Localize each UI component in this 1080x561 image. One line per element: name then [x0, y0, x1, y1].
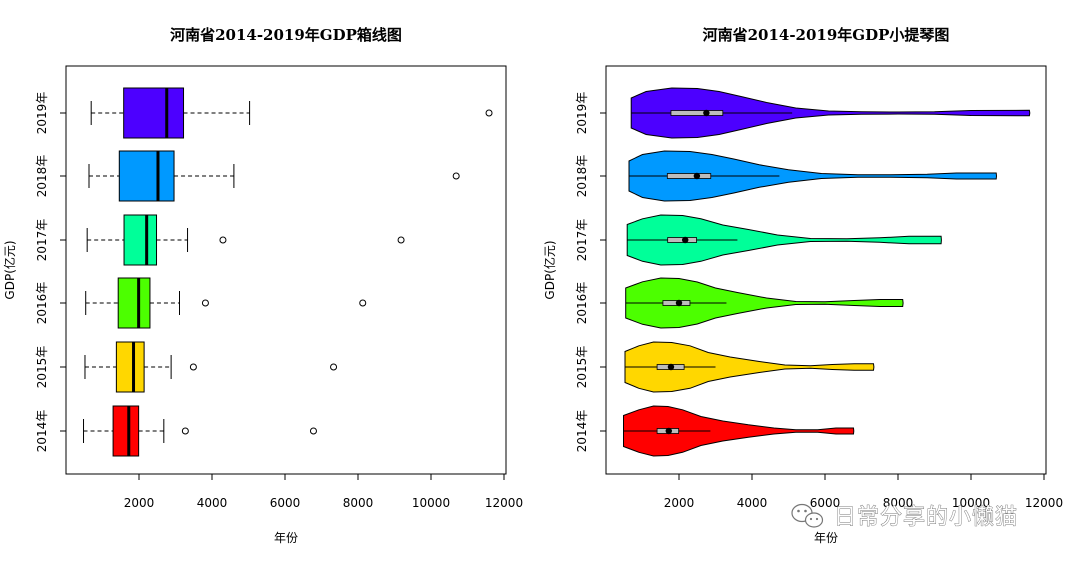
boxplot-y-axis: 2014年 2015年 2016年 2017年 2018年 2019年 [35, 92, 66, 453]
outlier-point [309, 427, 317, 435]
box-2015年 [84, 341, 338, 393]
y-tick-label-2018年: 2018年 [35, 155, 49, 198]
x-tick-label-8000: 8000 [883, 496, 914, 510]
boxplot-y-label: GDP(亿元) [2, 240, 17, 299]
boxplot-x-axis: 2000 4000 6000 8000 10000 12000 [124, 474, 523, 510]
x-tick-label-6000: 6000 [270, 496, 301, 510]
x-tick-label-10000: 10000 [412, 496, 450, 510]
y-tick-label-2016年: 2016年 [575, 282, 589, 325]
violin-2016年 [625, 277, 904, 329]
outlier-point [452, 172, 460, 180]
violin-2017年 [626, 214, 942, 266]
outlier-point [397, 236, 405, 244]
violin-panel: 河南省2014-2019年GDP小提琴图 2000 4000 6000 8000 100… [542, 26, 1063, 545]
outlier-point [485, 109, 493, 117]
boxplot-plot-frame [65, 65, 507, 475]
y-tick-label-2014年: 2014年 [575, 410, 589, 453]
box-2017年 [86, 214, 405, 266]
watermark-text: 日常分享的小懒猫 [834, 505, 1018, 530]
violin-shape [630, 87, 1031, 139]
y-tick-label-2018年: 2018年 [575, 155, 589, 198]
box-2019年 [90, 87, 493, 139]
box-iqr [115, 341, 145, 393]
box-2016年 [85, 277, 367, 329]
violin-median-point [675, 299, 683, 307]
violin-shape [628, 150, 998, 202]
outlier-point [219, 236, 227, 244]
box-iqr [117, 277, 151, 329]
outlier-point [359, 299, 367, 307]
x-tick-label-8000: 8000 [343, 496, 374, 510]
y-tick-label-2014年: 2014年 [35, 410, 49, 453]
y-tick-label-2015年: 2015年 [575, 346, 589, 389]
y-tick-label-2016年: 2016年 [35, 282, 49, 325]
violin-median-point [665, 427, 672, 435]
boxplot-panel: 河南省2014-2019年GDP箱线图 2000 4000 6000 8000 1000… [2, 26, 523, 545]
violin-y-axis: 2014年 2015年 2016年 2017年 2018年 2019年 [575, 92, 606, 453]
box-iqr [123, 214, 158, 266]
violin-median-point [693, 172, 701, 180]
boxplot-marks [83, 87, 493, 457]
boxplot-title: 河南省2014-2019年GDP箱线图 [170, 26, 402, 44]
outlier-point [181, 427, 189, 435]
y-tick-label-2019年: 2019年 [35, 92, 49, 135]
violin-marks [623, 87, 1031, 457]
y-tick-label-2015年: 2015年 [35, 346, 49, 389]
x-tick-label-2000: 2000 [124, 496, 155, 510]
box-2014年 [83, 405, 317, 457]
boxplot-x-label: 年份 [274, 531, 298, 545]
violin-2018年 [628, 150, 998, 202]
violin-shape [625, 277, 904, 329]
y-tick-label-2017年: 2017年 [575, 219, 589, 262]
violin-y-label: GDP(亿元) [542, 240, 557, 299]
y-tick-label-2017年: 2017年 [35, 219, 49, 262]
violin-title: 河南省2014-2019年GDP小提琴图 [703, 26, 950, 44]
x-tick-label-12000: 12000 [485, 496, 523, 510]
violin-shape [626, 214, 942, 266]
x-tick-label-12000: 12000 [1025, 496, 1063, 510]
violin-median-point [703, 109, 710, 117]
violin-median-point [667, 363, 675, 371]
y-tick-label-2019年: 2019年 [575, 92, 589, 135]
violin-2014年 [623, 405, 855, 457]
box-iqr [118, 150, 175, 202]
outlier-point [330, 363, 338, 371]
watermark: 日常分享的小懒猫 [791, 503, 1018, 530]
box-iqr [123, 87, 185, 139]
x-tick-label-6000: 6000 [810, 496, 841, 510]
violin-x-axis: 2000 4000 6000 8000 10000 12000 [664, 474, 1063, 510]
x-tick-label-2000: 2000 [664, 496, 695, 510]
outlier-point [201, 299, 209, 307]
violin-2015年 [624, 341, 875, 393]
wechat-icon [791, 503, 824, 528]
violin-median-point [682, 236, 689, 244]
violin-x-label: 年份 [814, 531, 838, 545]
box-2018年 [88, 150, 460, 202]
violin-iqr-box [670, 110, 724, 116]
violin-2019年 [630, 87, 1031, 139]
violin-shape [623, 405, 855, 457]
x-tick-label-4000: 4000 [737, 496, 768, 510]
outlier-point [189, 363, 197, 371]
violin-shape [624, 341, 875, 393]
box-iqr [112, 405, 140, 457]
violin-iqr-box [666, 173, 712, 179]
x-tick-label-10000: 10000 [952, 496, 990, 510]
violin-plot-frame [605, 65, 1047, 475]
x-tick-label-4000: 4000 [197, 496, 228, 510]
